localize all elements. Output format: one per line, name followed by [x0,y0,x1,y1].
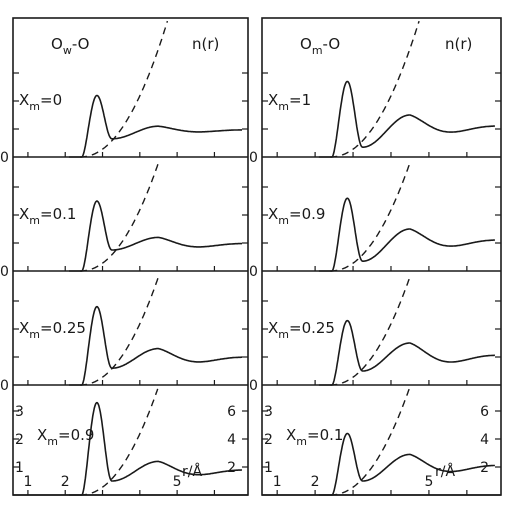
g-of-r-curve [318,197,496,272]
y-tick-label: 1 [15,460,24,476]
column-title: Ow-O [51,35,89,57]
panel-2: 0 Xm=0.9 [249,160,501,280]
xm-label: Xm=0.25 [19,319,86,341]
xm-label: Xm=0.25 [268,319,335,341]
x-tick-label: 2 [311,474,320,490]
column-ow-o: Ow-O n(r) 0 Xm=0 0 Xm=0.1 0 Xm=0.25 Xm=0.9 1 2 3 2 4 6… [0,17,249,496]
x-axis-label: r/Å [182,463,202,480]
x-tick-label: 1 [23,474,32,490]
n-tick-label: 6 [227,404,236,420]
g-of-r-curve [318,80,496,158]
g-of-r-curve [68,401,243,496]
y-zero-label: 0 [0,150,9,166]
panel-1: 0 Xm=0 [0,20,248,166]
n-of-r-curve [80,274,160,386]
panel-2: 0 Xm=0.1 [0,160,248,280]
column-title: Om-O [300,35,340,57]
y-tick-label: 1 [264,460,273,476]
x-tick-label: 1 [273,474,282,490]
panel-3: 0 Xm=0.25 [249,274,501,394]
n-tick-label: 4 [480,432,489,448]
panel-4: Xm=0.9 1 2 3 2 4 6 1 2 5r/Å [13,388,248,496]
n-of-r-curve [80,160,160,272]
plot-frame [12,17,249,496]
panel-1: 0 Xm=1 [249,20,501,166]
n-tick-label: 4 [227,432,236,448]
nr-axis-label: n(r) [445,35,472,53]
x-tick-label: 2 [61,474,70,490]
y-tick-label: 2 [15,432,24,448]
y-zero-label: 0 [249,378,258,394]
n-tick-label: 2 [227,460,236,476]
y-tick-label: 3 [15,404,24,420]
n-of-r-curve [330,20,420,158]
y-tick-label: 3 [264,404,273,420]
n-tick-label: 2 [480,460,489,476]
y-zero-label: 0 [0,264,9,280]
y-zero-label: 0 [249,150,258,166]
g-of-r-curve [68,200,243,272]
g-of-r-curve [318,319,496,386]
nr-axis-label: n(r) [192,35,219,53]
y-tick-label: 2 [264,432,273,448]
column-om-o: Om-O n(r) 0 Xm=1 0 Xm=0.9 0 Xm=0.25 Xm=0.1 1 2 3 2 4 6… [249,17,502,496]
x-tick-label: 5 [424,474,433,490]
g-of-r-curve [68,94,243,158]
n-of-r-curve [80,388,159,496]
g-of-r-curve [68,305,243,386]
xm-label: Xm=0.9 [37,426,94,448]
y-zero-label: 0 [249,264,258,280]
n-of-r-curve [330,274,412,386]
panel-4: Xm=0.1 1 2 3 2 4 6 1 2 5r/Å [262,388,501,496]
n-tick-label: 6 [480,404,489,420]
n-of-r-curve [80,20,169,158]
plot-frame [261,17,502,496]
xm-label: Xm=0.9 [268,205,325,227]
xm-label: Xm=0.1 [19,205,76,227]
x-axis-label: r/Å [435,463,455,480]
x-tick-label: 5 [173,474,182,490]
panel-3: 0 Xm=0.25 [0,274,248,394]
xm-label: Xm=0 [19,91,62,113]
g-of-r-curve [318,432,496,496]
xm-label: Xm=0.1 [286,426,343,448]
xm-label: Xm=1 [268,91,311,113]
y-zero-label: 0 [0,378,9,394]
n-of-r-curve [330,388,410,496]
n-of-r-curve [330,160,412,272]
